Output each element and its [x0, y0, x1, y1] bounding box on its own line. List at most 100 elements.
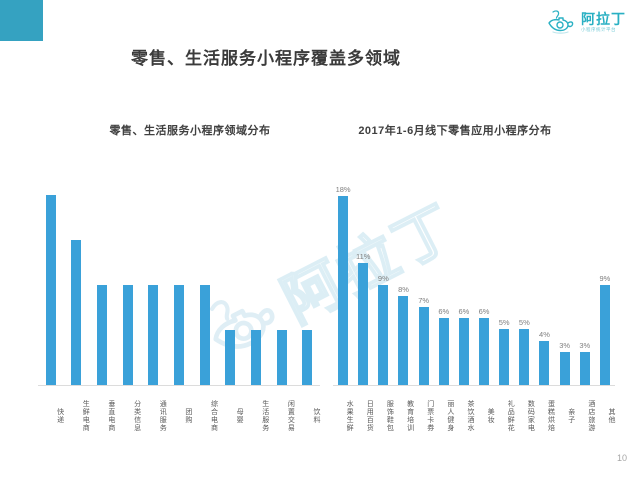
- x-axis-label: 母婴: [236, 407, 244, 424]
- left-chart-title: 零售、生活服务小程序领域分布: [109, 125, 271, 137]
- bar-slot: [64, 185, 90, 385]
- bar-slot: 9%: [595, 185, 615, 385]
- left-chart-plot-area: [38, 185, 320, 385]
- bar: [302, 330, 313, 385]
- bar: [579, 352, 590, 385]
- bar: [358, 263, 369, 385]
- bar: [539, 341, 550, 385]
- right-chart-x-axis: 水果生鲜 日用百货 服饰鞋包 教育培训 门票卡券 丽人健身 茶饮酒水 美妆 礼品鲜花 数码家电 蛋糕…: [333, 385, 615, 442]
- bar-slot: [243, 185, 269, 385]
- left-chart-x-axis: 快递 生鲜电商 垂直电商 分类信息 通讯服务 团购 综合电商 母婴 生活服务 闲置交易 饮料: [38, 385, 320, 442]
- bar-slot: 9%: [373, 185, 393, 385]
- bar: [97, 285, 108, 385]
- x-axis-label: 通讯服务: [159, 399, 167, 432]
- right-chart-title: 2017年1-6月线下零售应用小程序分布: [358, 125, 552, 137]
- logo-tagline: 小程序统计平台: [581, 26, 616, 32]
- bar-value-label: 18%: [335, 185, 351, 194]
- bar-slot: [115, 185, 141, 385]
- bar: [174, 285, 185, 385]
- bar-value-label: 6%: [458, 307, 470, 316]
- x-axis-label: 日用百货: [366, 399, 374, 432]
- bar-slot: 18%: [333, 185, 353, 385]
- bar: [122, 285, 133, 385]
- right-chart-plot-area: 18% 11% 9% 8% 7% 6% 6% 6% 5% 5% 4% 3% 3% 9%: [333, 185, 615, 385]
- bar-slot: [38, 185, 64, 385]
- bar: [276, 330, 287, 385]
- bar-slot: 3%: [575, 185, 595, 385]
- bar-value-label: 4%: [539, 330, 550, 339]
- bar-value-label: 9%: [599, 274, 611, 283]
- x-axis-label: 门票卡券: [426, 399, 434, 432]
- bar-value-label: 5%: [518, 318, 530, 327]
- bar-slot: [141, 185, 167, 385]
- x-axis-label: 垂直电商: [107, 399, 115, 432]
- x-axis-label: 快递: [56, 407, 64, 424]
- x-axis-label: 生活服务: [261, 399, 269, 432]
- x-axis-label: 礼品鲜花: [507, 399, 515, 432]
- x-axis-label: 美妆: [487, 407, 495, 424]
- x-axis-label: 教育培训: [406, 399, 414, 432]
- bar: [225, 330, 236, 385]
- logo-brand-text: 阿拉丁: [581, 10, 626, 27]
- left-bar-chart: 快递 生鲜电商 垂直电商 分类信息 通讯服务 团购 综合电商 母婴 生活服务 闲置交易 饮料: [38, 185, 320, 442]
- bar-slot: [192, 185, 218, 385]
- bar: [559, 352, 570, 385]
- bar-value-label: 3%: [559, 341, 571, 350]
- bar: [418, 307, 429, 385]
- x-axis-label: 水果生鲜: [346, 399, 354, 432]
- bar-value-label: 7%: [418, 296, 430, 305]
- bar-slot: 8%: [393, 185, 413, 385]
- x-axis-label: 闲置交易: [287, 399, 295, 432]
- bar: [148, 285, 159, 385]
- bar: [458, 318, 469, 385]
- slide-title: 零售、生活服务小程序覆盖多领域: [131, 49, 401, 68]
- bar-slot: 4%: [534, 185, 554, 385]
- bar-slot: 7%: [414, 185, 434, 385]
- bar-slot: [166, 185, 192, 385]
- x-axis-label: 数码家电: [527, 399, 535, 432]
- bar-value-label: 11%: [355, 252, 371, 261]
- bar-slot: [89, 185, 115, 385]
- bar: [199, 285, 210, 385]
- x-axis-label: 生鲜电商: [82, 399, 90, 432]
- bar: [398, 296, 409, 385]
- x-axis-label: 蛋糕烘焙: [547, 399, 555, 432]
- bar: [519, 329, 530, 385]
- x-axis-label: 团购: [184, 407, 192, 424]
- bar-slot: [269, 185, 295, 385]
- page-number: 10: [616, 453, 627, 463]
- bar: [378, 285, 389, 385]
- bar-slot: 6%: [454, 185, 474, 385]
- bar: [499, 329, 510, 385]
- bar-slot: 5%: [514, 185, 534, 385]
- x-axis-label: 其他: [607, 407, 615, 424]
- x-axis-label: 分类信息: [133, 399, 141, 432]
- bar: [45, 195, 56, 385]
- bar-slot: [294, 185, 320, 385]
- bar: [599, 285, 610, 385]
- x-axis-label: 服饰鞋包: [386, 399, 394, 432]
- bar: [438, 318, 449, 385]
- bar-slot: 3%: [555, 185, 575, 385]
- x-axis-label: 亲子: [567, 407, 575, 424]
- bar: [479, 318, 490, 385]
- genie-lamp-icon: [548, 10, 574, 34]
- bar-slot: 6%: [474, 185, 494, 385]
- right-bar-chart: 18% 11% 9% 8% 7% 6% 6% 6% 5% 5% 4% 3% 3% 9% 水果生鲜 日用百货 服…: [333, 185, 615, 442]
- bar-value-label: 8%: [398, 285, 409, 294]
- corner-accent-block: [0, 0, 43, 41]
- bar-value-label: 6%: [478, 307, 490, 316]
- x-axis-label: 丽人健身: [446, 399, 454, 432]
- bar-value-label: 5%: [498, 318, 510, 327]
- bar-slot: 11%: [353, 185, 373, 385]
- bar-slot: 6%: [434, 185, 454, 385]
- aladdin-logo: 阿拉丁 小程序统计平台: [547, 9, 626, 35]
- bar: [71, 240, 82, 385]
- x-axis-label: 综合电商: [210, 399, 218, 432]
- bar-value-label: 6%: [438, 307, 450, 316]
- bar: [338, 196, 349, 385]
- bar-value-label: 3%: [579, 341, 591, 350]
- x-axis-label: 酒店旅游: [587, 399, 595, 432]
- x-axis-label: 茶饮酒水: [466, 399, 474, 432]
